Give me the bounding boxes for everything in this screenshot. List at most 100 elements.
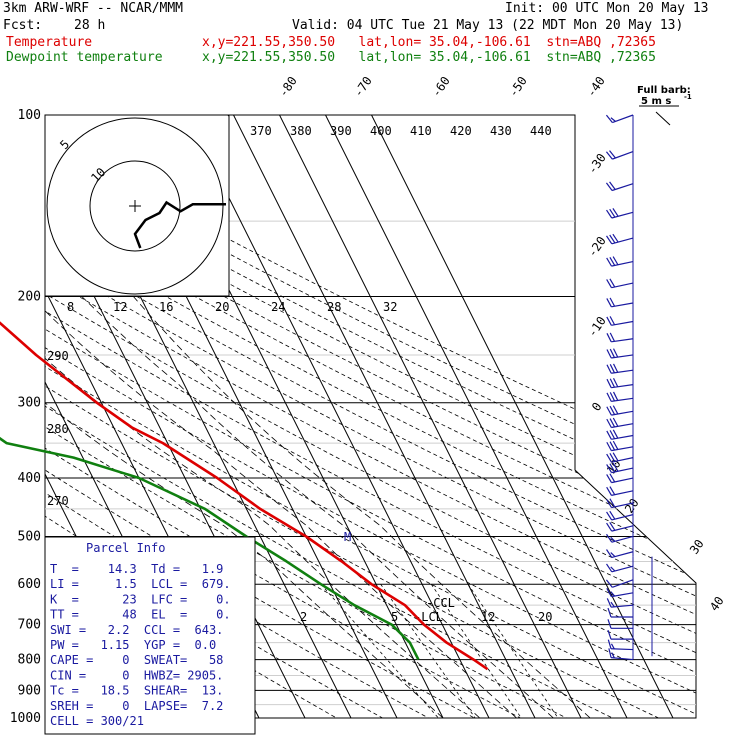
wind-barb-flag xyxy=(610,552,616,558)
forecast-hour: 28 h xyxy=(74,18,106,33)
hodo-speed-label: 8 xyxy=(67,300,74,314)
barb-key: Full barb: 5 m s -1 xyxy=(637,85,692,107)
dry-adiabat-line xyxy=(45,115,567,718)
wind-barb-flag xyxy=(609,441,616,451)
wind-barb-flag xyxy=(610,643,615,650)
wind-barb-flag xyxy=(609,521,616,531)
wind-barb-staff xyxy=(611,502,634,509)
mixing-ratio-label: 5 xyxy=(391,610,398,624)
wind-barb-flag xyxy=(609,430,616,440)
isotherm-label: -20 xyxy=(585,234,609,260)
wind-barb-flag xyxy=(609,378,616,388)
isotherm-line xyxy=(325,115,628,718)
wind-barb-flag xyxy=(612,208,619,217)
theta-label: 390 xyxy=(330,124,352,138)
wind-barb-staff xyxy=(611,434,634,440)
wind-barb xyxy=(606,452,634,463)
wind-barb-staff xyxy=(611,604,634,608)
wind-barb xyxy=(606,256,634,267)
wind-barb-staff xyxy=(610,648,634,651)
wind-barb-staff xyxy=(611,467,634,474)
theta-label: 420 xyxy=(450,124,472,138)
wind-barb-flag xyxy=(606,406,612,416)
dry-adiabat-line xyxy=(45,115,696,718)
wind-barb-flag xyxy=(606,316,612,326)
wind-barb xyxy=(606,486,634,496)
wind-barb-flag xyxy=(609,453,616,462)
wind-barb-flag xyxy=(605,151,613,160)
wind-barb-staff xyxy=(611,477,634,484)
wind-barb-flag xyxy=(609,463,616,473)
isotherm-label: -60 xyxy=(429,74,453,100)
barb-key-value: 5 m s xyxy=(641,96,671,107)
isotherm-label: 40 xyxy=(707,594,727,614)
wind-barb-flag xyxy=(606,453,612,463)
isotherm-label: 0 xyxy=(589,400,605,414)
wind-barb-flag xyxy=(606,333,612,343)
wind-barb-flag xyxy=(609,348,616,358)
wind-barb-staff xyxy=(611,183,634,192)
wind-barb-staff xyxy=(612,579,634,588)
wind-barb-flag xyxy=(606,430,612,440)
wind-barb xyxy=(606,588,634,598)
pressure-label: 100 xyxy=(18,108,41,123)
wind-barb xyxy=(606,521,634,532)
wind-barb-flag xyxy=(606,474,612,483)
wind-barb-flag xyxy=(606,598,612,608)
moist-adiabat-line xyxy=(81,296,554,718)
wind-barb-flag xyxy=(606,549,613,558)
hodograph-trace xyxy=(133,200,226,249)
wind-barb-flag xyxy=(610,601,615,608)
dry-adiabat-line xyxy=(45,115,613,718)
wind-barb-staff xyxy=(611,260,634,267)
wind-barb-flag xyxy=(609,332,616,342)
mixing-ratio-line xyxy=(320,583,439,718)
mixing-ratio-line xyxy=(467,584,559,718)
wind-barb-flag xyxy=(612,429,619,439)
moist-adiabat-line xyxy=(45,296,444,718)
wind-barb xyxy=(606,332,634,343)
mixing-ratio-label: 20 xyxy=(538,610,552,624)
parcel-info-row: T = 14.3 Td = 1.9 xyxy=(50,562,223,576)
theta-label: 370 xyxy=(250,124,272,138)
wind-barb-flag xyxy=(609,278,616,288)
wind-barb-flag xyxy=(607,607,612,618)
wind-barb-flag xyxy=(605,114,613,123)
dewpoint-location: x,y=221.55,350.50 lat,lon= 35.04,-106.61… xyxy=(202,50,656,65)
isotherm-label: -30 xyxy=(585,151,609,177)
wind-barbs xyxy=(605,111,671,661)
parcel-info-row: Tc = 18.5 SHEAR= 13. xyxy=(50,684,223,698)
wind-barb-flag xyxy=(609,498,616,508)
isotherm-line xyxy=(279,115,582,718)
hodo-speed-label: 16 xyxy=(159,300,173,314)
wind-barb xyxy=(606,462,634,474)
lcl-label: -LCL xyxy=(414,610,443,624)
wind-barb xyxy=(606,417,634,429)
wind-barb-flag xyxy=(609,392,616,402)
wind-barb-flag xyxy=(612,440,619,450)
wind-barb-flag xyxy=(610,536,616,542)
wind-barb xyxy=(605,181,634,192)
wind-barb-flag xyxy=(609,297,616,307)
parcel-info-row: CIN = 0 HWBZ= 2905. xyxy=(50,668,223,682)
dry-adiabat-line xyxy=(45,115,696,718)
wind-barb-staff xyxy=(611,338,634,343)
isotherm-label: -40 xyxy=(584,74,608,100)
dry-adiabat-line xyxy=(45,115,696,718)
sounding-traces xyxy=(0,321,489,671)
wind-barb-flag xyxy=(612,405,619,415)
wind-barb xyxy=(608,648,634,661)
wind-barb xyxy=(606,378,634,389)
isotherm-label: -50 xyxy=(506,74,530,100)
hodo-ring-inner xyxy=(89,160,181,252)
barb-key-title: Full barb: xyxy=(637,85,691,96)
wind-barb-staff xyxy=(611,457,634,463)
wind-barb-flag xyxy=(609,418,616,428)
wind-barb-staff xyxy=(611,384,634,389)
wind-barb-flag xyxy=(610,566,616,572)
wind-barb-flag xyxy=(606,511,613,521)
wind-barb-flag xyxy=(606,298,612,308)
wind-barb xyxy=(605,114,634,124)
dry-adiabat-line xyxy=(45,115,696,718)
isotherm-label: -10 xyxy=(585,314,609,340)
